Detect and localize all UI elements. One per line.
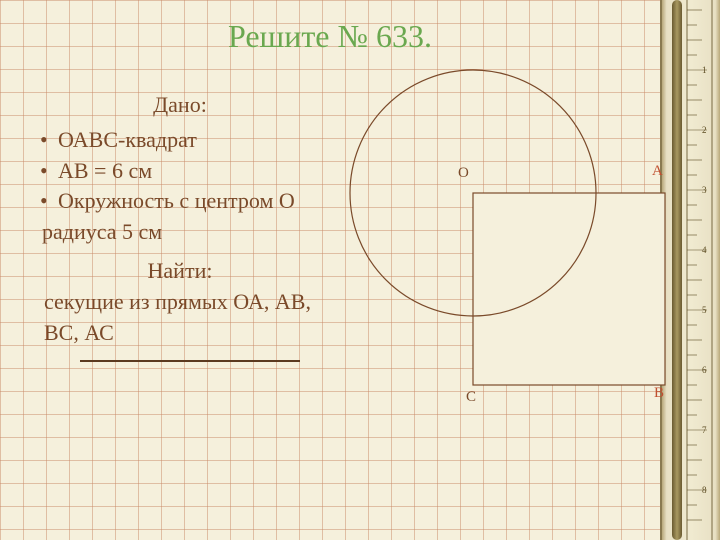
svg-text:3: 3 bbox=[702, 185, 707, 195]
svg-text:7: 7 bbox=[702, 425, 707, 435]
given-item: ОАВС-квадрат bbox=[42, 125, 330, 156]
given-item: АВ = 6 см bbox=[42, 156, 330, 187]
diagram-svg bbox=[340, 65, 680, 485]
diagram-square bbox=[473, 193, 665, 385]
label-C: С bbox=[466, 389, 476, 406]
label-A: А bbox=[652, 163, 663, 180]
label-B: В bbox=[654, 385, 664, 402]
problem-statement: Дано: ОАВС-квадрат АВ = 6 см Окружность … bbox=[30, 90, 330, 362]
label-O: О bbox=[458, 165, 469, 182]
svg-text:4: 4 bbox=[702, 245, 707, 255]
svg-text:8: 8 bbox=[702, 485, 707, 495]
given-heading: Дано: bbox=[30, 90, 330, 121]
divider-line bbox=[80, 360, 300, 362]
svg-text:2: 2 bbox=[702, 125, 707, 135]
find-heading: Найти: bbox=[30, 256, 330, 287]
svg-text:1: 1 bbox=[702, 65, 707, 75]
slide-title: Решите № 633. bbox=[0, 18, 660, 55]
given-item: Окружность с центром О радиуса 5 см bbox=[42, 186, 330, 248]
given-list: ОАВС-квадрат АВ = 6 см Окружность с цент… bbox=[30, 125, 330, 248]
svg-text:5: 5 bbox=[702, 305, 707, 315]
svg-text:6: 6 bbox=[702, 365, 707, 375]
find-text: секущие из прямых ОА, АВ, ВС, АС bbox=[30, 287, 330, 349]
geometry-diagram: О А С В bbox=[340, 65, 680, 485]
